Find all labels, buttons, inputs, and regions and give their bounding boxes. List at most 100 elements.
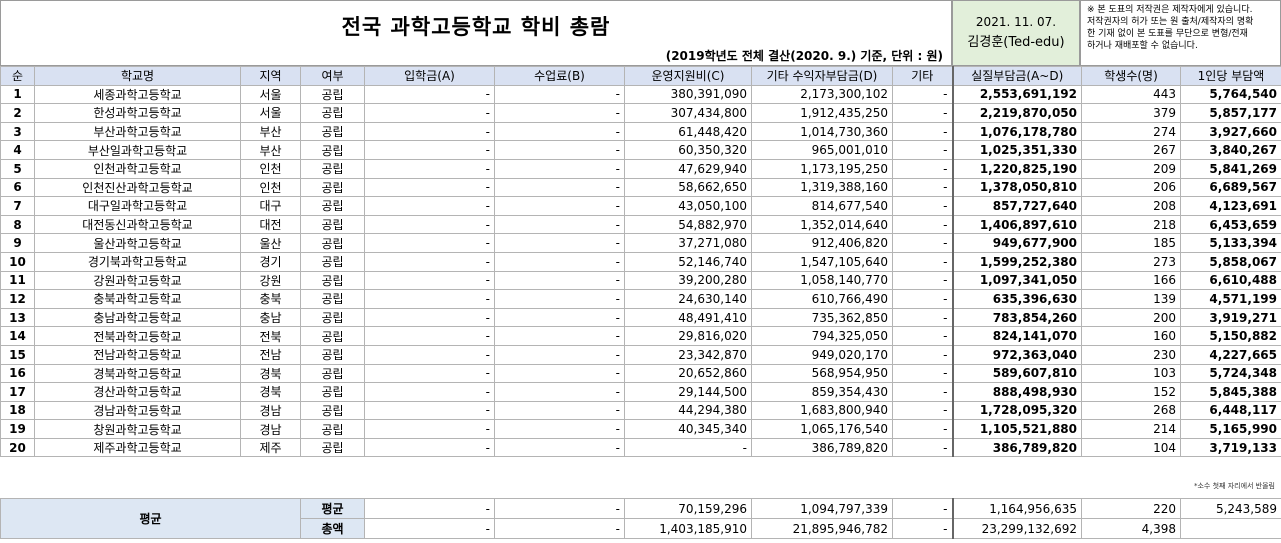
per-student-cell[interactable]: 4,123,691 (1180, 196, 1281, 216)
header-cell[interactable]: 운영지원비(C) (624, 66, 752, 86)
admission-fee-cell[interactable]: - (364, 363, 495, 384)
tuition-cell[interactable]: - (494, 400, 625, 421)
actual-total-cell[interactable]: 972,363,040 (951, 344, 1082, 365)
tuition-cell[interactable]: - (494, 307, 625, 328)
operation-fee-cell[interactable]: 23,342,870 (624, 344, 752, 365)
tuition-cell[interactable]: - (494, 289, 625, 309)
admission-fee-cell[interactable]: - (364, 326, 495, 346)
school-name[interactable]: 강원과학고등학교 (34, 270, 241, 291)
actual-total-cell[interactable]: 1,599,252,380 (951, 251, 1082, 272)
row-number[interactable]: 7 (0, 196, 35, 216)
header-cell[interactable]: 학생수(명) (1081, 66, 1181, 86)
other-fee-cell[interactable]: 1,547,105,640 (751, 251, 893, 272)
type-cell[interactable]: 공립 (300, 382, 365, 402)
type-cell[interactable]: 공립 (300, 307, 365, 328)
type-cell[interactable]: 공립 (300, 121, 365, 142)
per-student-cell[interactable]: 3,927,660 (1180, 121, 1281, 142)
row-number[interactable]: 5 (0, 158, 35, 179)
other-fee-cell[interactable]: 1,065,176,540 (751, 419, 893, 439)
actual-total-cell[interactable]: 2,553,691,192 (951, 84, 1082, 105)
operation-fee-cell[interactable]: 61,448,420 (624, 121, 752, 142)
region-cell[interactable]: 부산 (240, 140, 301, 160)
header-cell[interactable]: 1인당 부담액 (1180, 66, 1281, 86)
etc-cell[interactable]: - (892, 140, 953, 160)
header-cell[interactable]: 기타 수익자부담금(D) (751, 66, 893, 86)
etc-cell[interactable]: - (892, 84, 953, 105)
operation-fee-cell[interactable]: 52,146,740 (624, 251, 752, 272)
per-student-cell[interactable]: 5,764,540 (1180, 84, 1281, 105)
actual-total-cell[interactable]: 1,105,521,880 (951, 419, 1082, 439)
admission-fee-cell[interactable]: - (364, 103, 495, 123)
tuition-cell[interactable]: - (494, 363, 625, 384)
admission-fee-cell[interactable]: - (364, 344, 495, 365)
region-cell[interactable]: 제주 (240, 437, 301, 458)
tuition-cell[interactable]: - (494, 419, 625, 439)
per-student-cell[interactable]: 5,133,394 (1180, 233, 1281, 253)
actual-total-cell[interactable]: 589,607,810 (951, 363, 1082, 384)
summary-cell[interactable]: 1,164,956,635 (951, 498, 1083, 519)
other-fee-cell[interactable]: 1,014,730,360 (751, 121, 893, 142)
student-count-cell[interactable]: 274 (1081, 121, 1181, 142)
student-count-cell[interactable]: 443 (1081, 84, 1181, 105)
etc-cell[interactable]: - (892, 158, 953, 179)
student-count-cell[interactable]: 379 (1081, 103, 1181, 123)
summary-cell[interactable]: 220 (1081, 498, 1182, 519)
header-cell[interactable]: 순 (0, 66, 35, 86)
etc-cell[interactable]: - (892, 289, 953, 309)
etc-cell[interactable]: - (892, 437, 953, 458)
other-fee-cell[interactable]: 1,912,435,250 (751, 103, 893, 123)
other-fee-cell[interactable]: 1,319,388,160 (751, 177, 893, 198)
actual-total-cell[interactable]: 949,677,900 (951, 233, 1082, 253)
region-cell[interactable]: 인천 (240, 177, 301, 198)
admission-fee-cell[interactable]: - (364, 289, 495, 309)
region-cell[interactable]: 강원 (240, 270, 301, 291)
other-fee-cell[interactable]: 912,406,820 (751, 233, 893, 253)
summary-cell[interactable]: - (364, 498, 496, 519)
region-cell[interactable]: 서울 (240, 103, 301, 123)
admission-fee-cell[interactable]: - (364, 437, 495, 458)
tuition-cell[interactable]: - (494, 214, 625, 235)
student-count-cell[interactable]: 200 (1081, 307, 1181, 328)
region-cell[interactable]: 서울 (240, 84, 301, 105)
operation-fee-cell[interactable]: 47,629,940 (624, 158, 752, 179)
region-cell[interactable]: 대전 (240, 214, 301, 235)
region-cell[interactable]: 경남 (240, 419, 301, 439)
other-fee-cell[interactable]: 1,683,800,940 (751, 400, 893, 421)
type-cell[interactable]: 공립 (300, 419, 365, 439)
per-student-cell[interactable]: 6,689,567 (1180, 177, 1281, 198)
region-cell[interactable]: 울산 (240, 233, 301, 253)
admission-fee-cell[interactable]: - (364, 400, 495, 421)
header-cell[interactable]: 기타 (892, 66, 953, 86)
region-cell[interactable]: 인천 (240, 158, 301, 179)
region-cell[interactable]: 경북 (240, 382, 301, 402)
student-count-cell[interactable]: 218 (1081, 214, 1181, 235)
actual-total-cell[interactable]: 783,854,260 (951, 307, 1082, 328)
operation-fee-cell[interactable]: 24,630,140 (624, 289, 752, 309)
other-fee-cell[interactable]: 735,362,850 (751, 307, 893, 328)
type-cell[interactable]: 공립 (300, 344, 365, 365)
tuition-cell[interactable]: - (494, 158, 625, 179)
other-fee-cell[interactable]: 1,352,014,640 (751, 214, 893, 235)
row-number[interactable]: 15 (0, 344, 35, 365)
actual-total-cell[interactable]: 1,025,351,330 (951, 140, 1082, 160)
type-cell[interactable]: 공립 (300, 158, 365, 179)
student-count-cell[interactable]: 209 (1081, 158, 1181, 179)
school-name[interactable]: 충북과학고등학교 (34, 289, 241, 309)
per-student-cell[interactable]: 4,571,199 (1180, 289, 1281, 309)
tuition-cell[interactable]: - (494, 437, 625, 458)
school-name[interactable]: 대구일과학고등학교 (34, 196, 241, 216)
other-fee-cell[interactable]: 814,677,540 (751, 196, 893, 216)
admission-fee-cell[interactable]: - (364, 84, 495, 105)
actual-total-cell[interactable]: 635,396,630 (951, 289, 1082, 309)
school-name[interactable]: 전남과학고등학교 (34, 344, 241, 365)
header-cell[interactable]: 여부 (300, 66, 365, 86)
row-number[interactable]: 10 (0, 251, 35, 272)
operation-fee-cell[interactable]: 37,271,080 (624, 233, 752, 253)
school-name[interactable]: 세종과학고등학교 (34, 84, 241, 105)
admission-fee-cell[interactable]: - (364, 177, 495, 198)
header-cell[interactable]: 입학금(A) (364, 66, 495, 86)
etc-cell[interactable]: - (892, 307, 953, 328)
etc-cell[interactable]: - (892, 121, 953, 142)
header-cell[interactable]: 실질부담금(A~D) (951, 66, 1082, 86)
student-count-cell[interactable]: 166 (1081, 270, 1181, 291)
